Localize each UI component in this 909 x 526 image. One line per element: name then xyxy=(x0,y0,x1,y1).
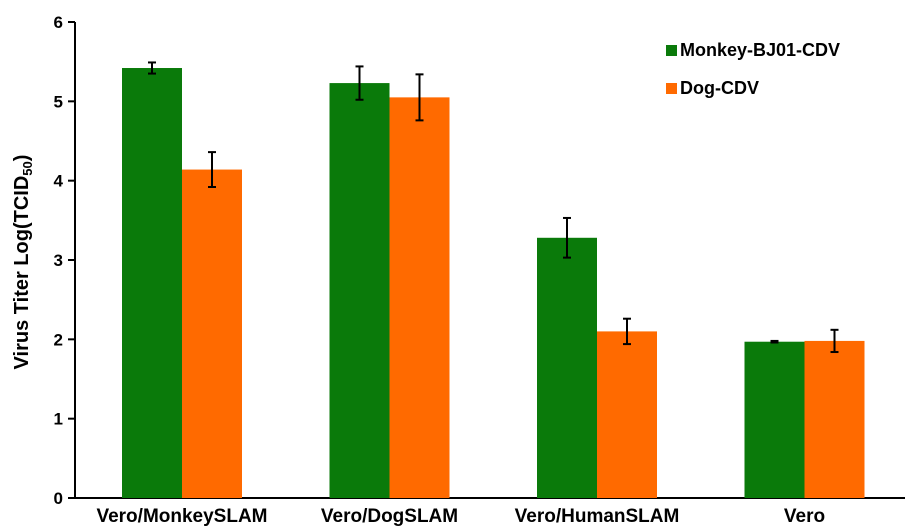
bar-monkey-bj01-cdv-1 xyxy=(329,83,390,498)
y-tick-label: 4 xyxy=(54,172,64,191)
legend-swatch xyxy=(666,45,677,56)
y-axis-title: Virus Titer Log(TCID50) xyxy=(11,155,35,370)
bar-monkey-bj01-cdv-3 xyxy=(744,341,805,498)
y-tick-label: 5 xyxy=(54,92,63,111)
bar-dog-cdv-2 xyxy=(597,331,657,498)
legend: Monkey-BJ01-CDV Dog-CDV xyxy=(666,40,840,98)
y-axis-title-close: ) xyxy=(11,155,33,162)
category-label: Vero/HumanSLAM xyxy=(515,506,680,526)
bar-monkey-bj01-cdv-0 xyxy=(122,68,182,498)
bars xyxy=(122,68,865,498)
category-label: Vero xyxy=(784,506,825,526)
y-tick-label: 6 xyxy=(54,13,63,32)
y-tick-label: 1 xyxy=(54,410,63,429)
bar-dog-cdv-3 xyxy=(804,340,865,498)
y-axis: 0 1 2 3 4 5 6 xyxy=(54,13,76,508)
bar-dog-cdv-0 xyxy=(182,169,242,498)
bar-monkey-bj01-cdv-2 xyxy=(537,237,597,498)
category-label: Vero/MonkeySLAM xyxy=(96,506,267,526)
y-tick-label: 0 xyxy=(54,489,63,508)
y-axis-title-subscript: 50 xyxy=(20,161,35,175)
legend-label: Dog-CDV xyxy=(680,78,759,98)
error-bars xyxy=(148,61,839,354)
y-tick-label: 2 xyxy=(54,330,63,349)
bar-dog-cdv-1 xyxy=(389,97,450,498)
category-labels: Vero/MonkeySLAM Vero/DogSLAM Vero/HumanSLA… xyxy=(96,506,825,526)
y-axis-title-main: Virus Titer Log(TCID xyxy=(11,176,33,370)
y-tick-label: 3 xyxy=(54,251,63,270)
legend-label: Monkey-BJ01-CDV xyxy=(680,40,840,60)
legend-swatch xyxy=(666,83,677,94)
category-label: Vero/DogSLAM xyxy=(321,506,458,526)
